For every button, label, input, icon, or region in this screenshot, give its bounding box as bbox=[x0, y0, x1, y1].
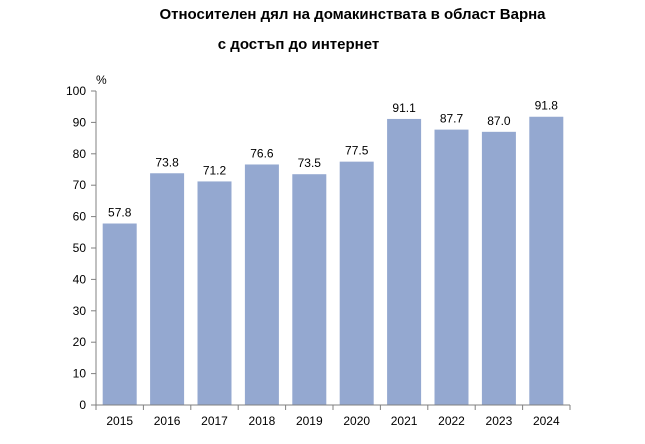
bar-2016 bbox=[150, 173, 185, 405]
data-label-2024: 91.8 bbox=[535, 99, 559, 113]
data-label-2019: 73.5 bbox=[298, 156, 322, 170]
data-label-2020: 77.5 bbox=[345, 144, 369, 158]
y-tick-label: 50 bbox=[73, 241, 87, 255]
y-axis: 0 10 20 30 40 50 60 70 80 90 100 bbox=[66, 84, 97, 412]
x-axis: 2015 2016 2017 2018 2019 2020 2021 2022 2023 2024 bbox=[95, 404, 571, 428]
bars: 57.8 73.8 71.2 76.6 73.5 77.5 91.1 87.7 87.0 91.8 bbox=[102, 99, 564, 406]
x-tick-label-2015: 2015 bbox=[106, 414, 133, 428]
x-tick-label-2021: 2021 bbox=[391, 414, 418, 428]
data-label-2023: 87.0 bbox=[487, 114, 511, 128]
x-tick-label-2022: 2022 bbox=[438, 414, 465, 428]
bar-2017 bbox=[197, 181, 232, 405]
bar-2018 bbox=[244, 164, 279, 405]
x-tick-label-2018: 2018 bbox=[249, 414, 276, 428]
bar-2023 bbox=[481, 131, 516, 405]
x-tick-label-2016: 2016 bbox=[154, 414, 181, 428]
bar-2019 bbox=[292, 174, 327, 405]
data-label-2015: 57.8 bbox=[108, 206, 132, 220]
y-tick-label: 70 bbox=[73, 178, 87, 192]
x-tick-label-2020: 2020 bbox=[343, 414, 370, 428]
data-label-2016: 73.8 bbox=[155, 155, 179, 169]
y-tick-label: 80 bbox=[73, 147, 87, 161]
bar-2020 bbox=[339, 161, 374, 405]
y-tick-label: 30 bbox=[73, 304, 87, 318]
data-label-2022: 87.7 bbox=[440, 112, 464, 126]
y-tick-label: 10 bbox=[73, 367, 87, 381]
x-tick-label-2017: 2017 bbox=[201, 414, 228, 428]
data-label-2018: 76.6 bbox=[250, 146, 274, 160]
y-tick-label: 100 bbox=[66, 84, 86, 98]
bar-2021 bbox=[387, 118, 422, 406]
x-tick-label-2024: 2024 bbox=[533, 414, 560, 428]
bar-2024 bbox=[529, 116, 564, 406]
data-label-2021: 91.1 bbox=[392, 101, 416, 115]
data-label-2017: 71.2 bbox=[203, 163, 227, 177]
y-tick-label: 90 bbox=[73, 115, 87, 129]
bar-2015 bbox=[102, 223, 137, 405]
x-tick-label-2023: 2023 bbox=[486, 414, 513, 428]
y-tick-label: 40 bbox=[73, 272, 87, 286]
x-tick-label-2019: 2019 bbox=[296, 414, 323, 428]
y-axis-unit-label: % bbox=[96, 73, 107, 87]
y-tick-label: 60 bbox=[73, 210, 87, 224]
y-tick-label: 0 bbox=[79, 398, 86, 412]
chart-title-line1: Относителен дял на домакинствата в облас… bbox=[159, 6, 546, 23]
y-tick-label: 20 bbox=[73, 335, 87, 349]
chart-title-line2: с достъп до интернет bbox=[217, 36, 380, 53]
bar-2022 bbox=[434, 129, 469, 405]
